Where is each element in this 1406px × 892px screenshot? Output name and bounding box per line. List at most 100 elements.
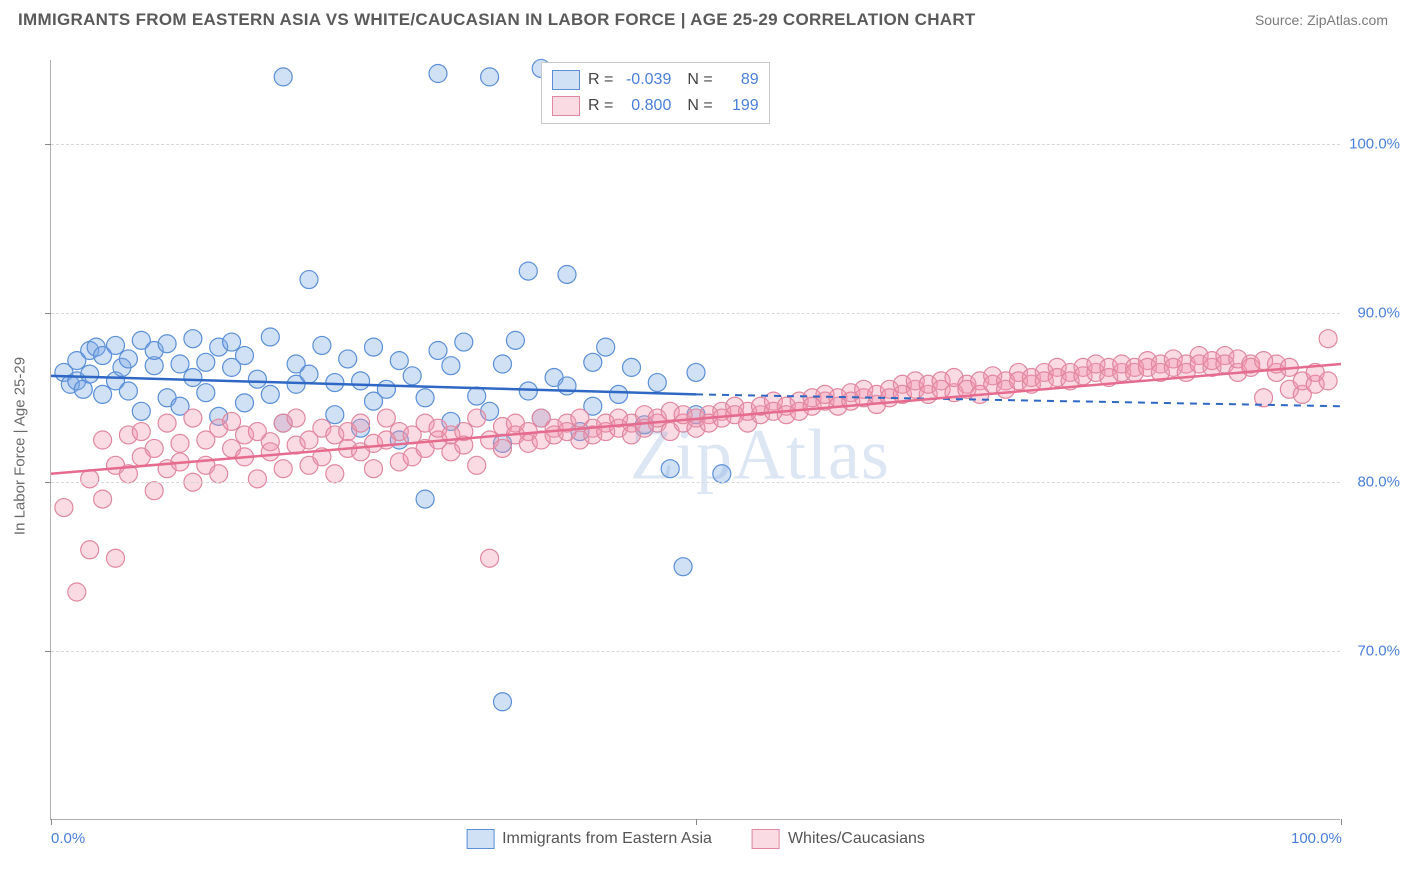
data-point — [184, 330, 202, 348]
data-point — [184, 369, 202, 387]
data-point — [145, 482, 163, 500]
data-point — [494, 693, 512, 711]
legend-label: Immigrants from Eastern Asia — [502, 830, 712, 848]
x-tick-label: 0.0% — [51, 830, 85, 847]
data-point — [661, 460, 679, 478]
data-point — [468, 456, 486, 474]
chart-title: IMMIGRANTS FROM EASTERN ASIA VS WHITE/CA… — [18, 10, 976, 30]
legend-swatch — [552, 70, 580, 90]
correlation-legend: R = -0.039 N = 89 R = 0.800 N = 199 — [541, 62, 770, 124]
data-point — [81, 470, 99, 488]
data-point — [94, 490, 112, 508]
data-point — [352, 414, 370, 432]
data-point — [223, 333, 241, 351]
data-point — [300, 365, 318, 383]
data-point — [558, 265, 576, 283]
plot-area: ZipAtlas R =-0.039N =89R =0.800N =199 Im… — [50, 60, 1340, 820]
data-point — [584, 353, 602, 371]
data-point — [261, 328, 279, 346]
data-point — [145, 439, 163, 457]
data-point — [326, 406, 344, 424]
data-point — [55, 499, 73, 517]
y-tick-label: 80.0% — [1357, 474, 1400, 491]
data-point — [429, 341, 447, 359]
data-point — [494, 355, 512, 373]
legend-row: R = 0.800 N = 199 — [552, 93, 759, 119]
legend-r-value: -0.039 — [621, 71, 671, 89]
gridline — [51, 313, 1340, 314]
source-attribution: Source: ZipAtlas.com — [1255, 12, 1388, 28]
legend-r-label: R = — [588, 71, 613, 89]
series-legend: Immigrants from Eastern Asia Whites/Cauca… — [466, 829, 925, 849]
data-point — [352, 372, 370, 390]
data-point — [429, 65, 447, 83]
y-axis-title: In Labor Force | Age 25-29 — [12, 357, 29, 535]
data-point — [132, 402, 150, 420]
data-point — [119, 382, 137, 400]
data-point — [377, 409, 395, 427]
data-point — [1319, 330, 1337, 348]
data-point — [1319, 372, 1337, 390]
legend-swatch — [752, 829, 780, 849]
data-point — [339, 350, 357, 368]
data-point — [648, 374, 666, 392]
data-point — [442, 357, 460, 375]
legend-item: Whites/Caucasians — [752, 829, 925, 849]
data-point — [287, 409, 305, 427]
legend-n-value: 89 — [721, 71, 759, 89]
data-point — [94, 385, 112, 403]
data-point — [403, 367, 421, 385]
data-point — [248, 370, 266, 388]
data-point — [197, 353, 215, 371]
data-point — [558, 377, 576, 395]
data-point — [455, 333, 473, 351]
data-point — [610, 385, 628, 403]
data-point — [158, 414, 176, 432]
y-tick-label: 70.0% — [1357, 643, 1400, 660]
data-point — [468, 387, 486, 405]
scatter-svg — [51, 60, 1340, 819]
data-point — [261, 443, 279, 461]
data-point — [236, 347, 254, 365]
legend-r-label: R = — [588, 97, 613, 115]
y-tick-label: 90.0% — [1357, 305, 1400, 322]
data-point — [81, 365, 99, 383]
legend-n-label: N = — [687, 97, 712, 115]
data-point — [597, 338, 615, 356]
data-point — [236, 394, 254, 412]
legend-label: Whites/Caucasians — [788, 830, 925, 848]
data-point — [687, 363, 705, 381]
data-point — [274, 68, 292, 86]
data-point — [248, 470, 266, 488]
legend-n-value: 199 — [721, 97, 759, 115]
data-point — [416, 389, 434, 407]
data-point — [674, 558, 692, 576]
data-point — [94, 431, 112, 449]
data-point — [300, 271, 318, 289]
gridline — [51, 482, 1340, 483]
data-point — [132, 423, 150, 441]
data-point — [81, 541, 99, 559]
data-point — [365, 338, 383, 356]
data-point — [416, 490, 434, 508]
data-point — [481, 549, 499, 567]
data-point — [506, 331, 524, 349]
data-point — [197, 384, 215, 402]
gridline — [51, 651, 1340, 652]
data-point — [623, 358, 641, 376]
data-point — [171, 355, 189, 373]
data-point — [107, 336, 125, 354]
data-point — [519, 382, 537, 400]
data-point — [68, 583, 86, 601]
legend-r-value: 0.800 — [621, 97, 671, 115]
data-point — [158, 335, 176, 353]
data-point — [107, 549, 125, 567]
data-point — [119, 350, 137, 368]
data-point — [223, 412, 241, 430]
data-point — [713, 465, 731, 483]
data-point — [210, 465, 228, 483]
data-point — [326, 465, 344, 483]
data-point — [365, 460, 383, 478]
data-point — [390, 352, 408, 370]
legend-row: R =-0.039N =89 — [552, 67, 759, 93]
